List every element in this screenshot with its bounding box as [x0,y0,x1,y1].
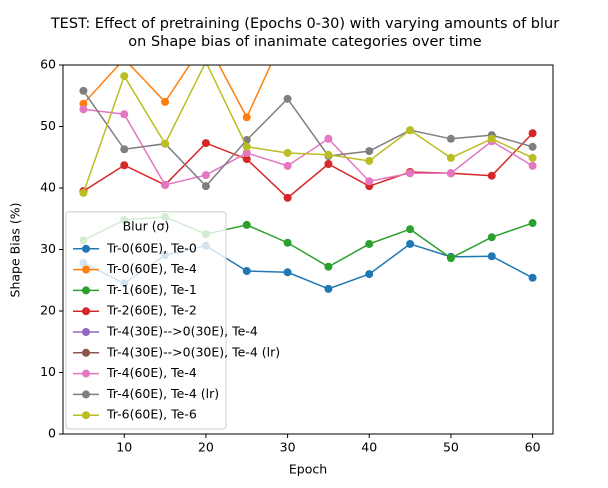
data-point [406,169,415,178]
x-tick-label: 50 [443,440,459,455]
plot-area [79,55,537,293]
legend-marker [82,265,90,274]
data-point [242,220,251,229]
data-point [161,97,170,106]
data-point [161,139,170,148]
data-point [365,177,374,186]
legend-marker [82,286,90,295]
data-point [283,148,292,157]
data-point [528,153,537,162]
data-point [79,99,88,108]
data-point [79,188,88,197]
data-point [242,267,251,276]
legend-label: Tr-2(60E), Te-2 [106,303,197,318]
data-point [528,161,537,170]
chart-title: TEST: Effect of pretraining (Epochs 0-30… [50,16,559,50]
data-point [528,273,537,282]
data-point [365,239,374,248]
data-point [283,268,292,277]
data-point [406,239,415,248]
data-point [283,193,292,202]
series-line [82,65,272,119]
legend-box [65,211,227,430]
series-line [83,132,534,199]
data-point [120,72,129,81]
data-point [365,147,374,156]
data-point [446,169,455,178]
y-tick-label: 30 [40,241,56,256]
y-tick-label: 0 [48,426,56,441]
data-point [528,129,537,138]
legend-marker [82,244,90,253]
data-point [324,150,333,159]
legend-label: Tr-4(30E)-->0(30E), Te-4 (lr) [106,344,280,359]
legend-marker [82,411,90,420]
data-point [120,55,128,63]
data-point [406,225,415,234]
x-tick-label: 10 [116,440,132,455]
data-point [446,134,455,143]
data-point [283,94,292,103]
data-point [406,126,415,135]
data-point [120,110,129,119]
legend-marker [82,328,90,336]
data-point [283,238,292,247]
legend-marker [82,369,90,378]
data-point [201,171,210,180]
data-point [324,262,333,271]
x-tick-label: 40 [361,440,377,455]
data-point [324,134,333,143]
data-point [79,105,88,114]
data-point [161,180,170,189]
legend-label: Tr-0(60E), Te-4 [106,261,197,276]
x-axis-label: Epoch [289,462,327,477]
data-point [365,156,374,165]
legend-label: Tr-6(60E), Te-6 [106,407,197,422]
x-tick-label: 30 [280,440,296,455]
series-line [82,65,533,194]
data-point [242,113,251,122]
legend-label: Tr-4(30E)-->0(30E), Te-4 [106,324,258,339]
data-point [242,142,251,151]
data-point [79,86,88,95]
data-point [201,182,210,191]
series-line [83,108,533,186]
data-point [242,155,251,164]
data-point [201,139,210,148]
legend-label: Tr-4(60E), Te-4 [106,365,197,380]
data-point [120,145,129,154]
data-point [487,134,496,143]
y-tick-label: 50 [40,118,56,133]
data-point [242,148,251,157]
data-point [528,219,537,228]
data-point [446,153,455,162]
data-point [487,233,496,242]
y-tick-label: 20 [40,303,56,318]
y-axis-label: Shape Bias (%) [8,203,23,298]
data-point [283,161,292,170]
x-tick-label: 20 [198,440,214,455]
y-tick-label: 10 [40,364,56,379]
legend-title: Blur (σ) [123,218,170,233]
data-point [324,284,333,293]
legend-marker [82,348,90,357]
data-point [528,142,537,151]
data-point [487,252,496,261]
legend-label: Tr-4(60E), Te-4 (lr) [106,386,219,401]
y-tick-label: 40 [40,180,56,195]
legend-marker [82,390,90,399]
data-point [324,160,333,169]
plot-frame [62,64,554,435]
x-tick-label: 60 [525,440,541,455]
y-tick-label: 60 [40,57,56,72]
legend-marker [82,307,90,316]
data-point [120,161,129,170]
legend-label: Tr-0(60E), Te-0 [106,240,197,255]
data-point [487,171,496,180]
legend-label: Tr-1(60E), Te-1 [106,282,197,297]
data-point [365,270,374,279]
data-point [446,254,455,263]
series-line [82,90,533,188]
